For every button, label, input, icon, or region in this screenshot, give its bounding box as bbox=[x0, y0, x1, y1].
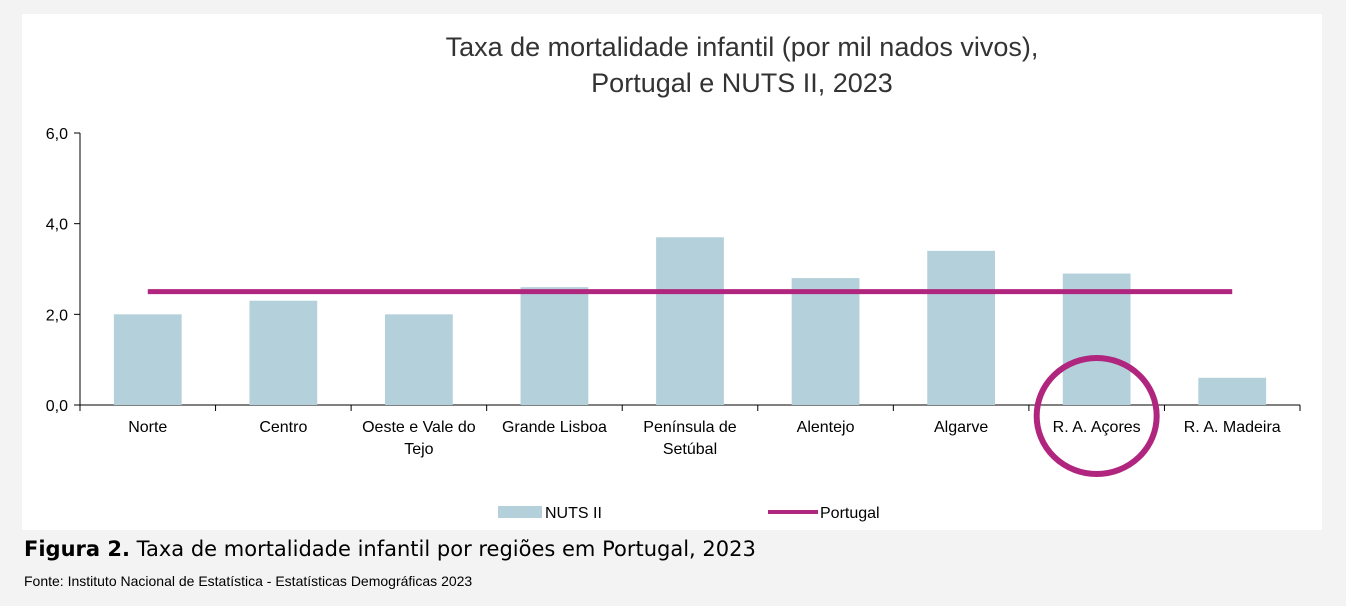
x-tick-label: Oeste e Vale do bbox=[362, 419, 476, 436]
chart-svg: Taxa de mortalidade infantil (por mil na… bbox=[46, 32, 1301, 522]
y-tick-label: 0,0 bbox=[46, 398, 68, 415]
chart-title-line-1: Taxa de mortalidade infantil (por mil na… bbox=[446, 32, 1039, 62]
x-tick-label: Tejo bbox=[404, 441, 433, 458]
x-tick-label: Norte bbox=[128, 419, 167, 436]
bar bbox=[656, 237, 724, 405]
x-tick-label: Centro bbox=[259, 419, 307, 436]
bar bbox=[249, 300, 318, 405]
y-tick-label: 2,0 bbox=[46, 307, 68, 324]
bar bbox=[113, 314, 182, 405]
x-axis-labels: Norte Centro Oeste e Vale do Tejo Grande Lis… bbox=[128, 419, 1281, 458]
chart-title-line-2: Portugal e NUTS II, 2023 bbox=[591, 68, 893, 98]
chart-title: Taxa de mortalidade infantil (por mil na… bbox=[446, 32, 1039, 98]
source-note: Fonte: Instituto Nacional de Estatística… bbox=[24, 573, 473, 589]
x-tick-label: Algarve bbox=[934, 419, 988, 436]
bar bbox=[1062, 273, 1131, 405]
caption-label: Figura 2. bbox=[24, 537, 130, 561]
legend-label-nuts: NUTS II bbox=[545, 505, 602, 522]
highlight-circle bbox=[1033, 355, 1160, 477]
highlight-annotation bbox=[1033, 355, 1160, 477]
chart-panel: Taxa de mortalidade infantil (por mil na… bbox=[22, 14, 1322, 530]
x-tick-label: Alentejo bbox=[797, 419, 855, 436]
x-tick-label: Grande Lisboa bbox=[502, 419, 607, 436]
figure-caption: Figura 2. Taxa de mortalidade infantil p… bbox=[24, 537, 1324, 561]
bar bbox=[1198, 377, 1267, 405]
bar bbox=[927, 250, 995, 405]
y-tick-label: 6,0 bbox=[46, 126, 68, 143]
bars bbox=[113, 237, 1267, 405]
bar bbox=[520, 287, 589, 405]
y-tick-label: 4,0 bbox=[46, 217, 68, 234]
legend-swatch-nuts bbox=[498, 506, 542, 518]
legend-label-portugal: Portugal bbox=[820, 505, 880, 522]
x-tick-label: Setúbal bbox=[663, 441, 717, 458]
x-tick-label: R. A. Madeira bbox=[1184, 419, 1281, 436]
bar bbox=[385, 314, 453, 405]
legend: NUTS II Portugal bbox=[498, 505, 880, 522]
caption-text: Taxa de mortalidade infantil por regiões… bbox=[129, 537, 756, 561]
x-tick-label: R. A. Açores bbox=[1053, 419, 1141, 436]
x-tick-label: Península de bbox=[643, 419, 737, 436]
bar bbox=[791, 278, 860, 405]
